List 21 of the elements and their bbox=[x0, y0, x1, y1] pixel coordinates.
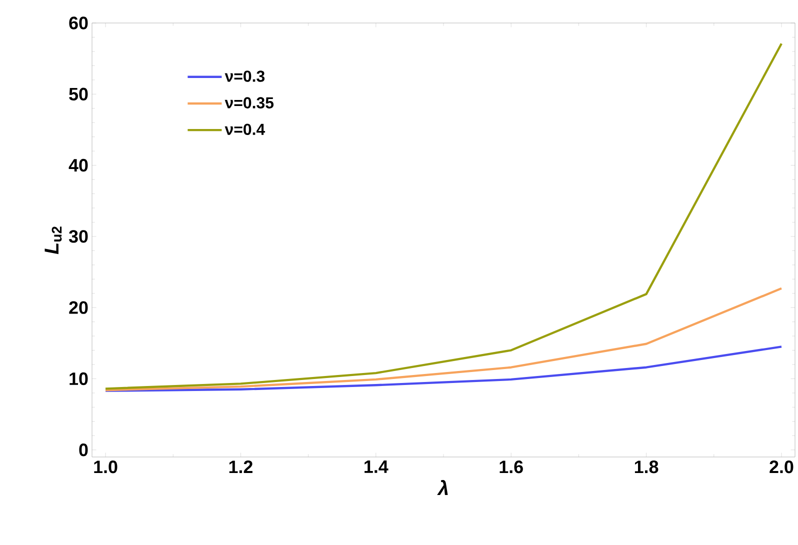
legend-label: ν=0.35 bbox=[224, 97, 274, 108]
line-series bbox=[104, 42, 783, 390]
y-tick-label: 50 bbox=[69, 88, 88, 100]
x-tick-label: 1.6 bbox=[500, 460, 523, 474]
y-tick-label: 0 bbox=[79, 444, 88, 456]
y-tick-label: 30 bbox=[68, 230, 88, 243]
y-axis-title: L$_{u2}$ bbox=[44, 226, 62, 254]
line-series bbox=[104, 287, 783, 392]
y-tick-label: 40 bbox=[68, 158, 88, 172]
x-tick-label: 1.8 bbox=[634, 460, 658, 474]
x-tick-label: 1.4 bbox=[364, 460, 388, 473]
x-axis-title: λ bbox=[437, 480, 448, 496]
x-tick-label: 1.2 bbox=[229, 460, 252, 474]
x-tick-label: 1.0 bbox=[94, 460, 118, 474]
y-tick-label: 10 bbox=[70, 372, 88, 386]
x-tick-label: 2.0 bbox=[770, 460, 794, 474]
line-series bbox=[104, 346, 783, 392]
legend-label: ν=0.4 bbox=[224, 124, 266, 136]
y-tick-label: 60 bbox=[69, 16, 88, 30]
y-tick-label: 20 bbox=[69, 301, 88, 314]
legend-label: ν=0.3 bbox=[224, 70, 265, 82]
